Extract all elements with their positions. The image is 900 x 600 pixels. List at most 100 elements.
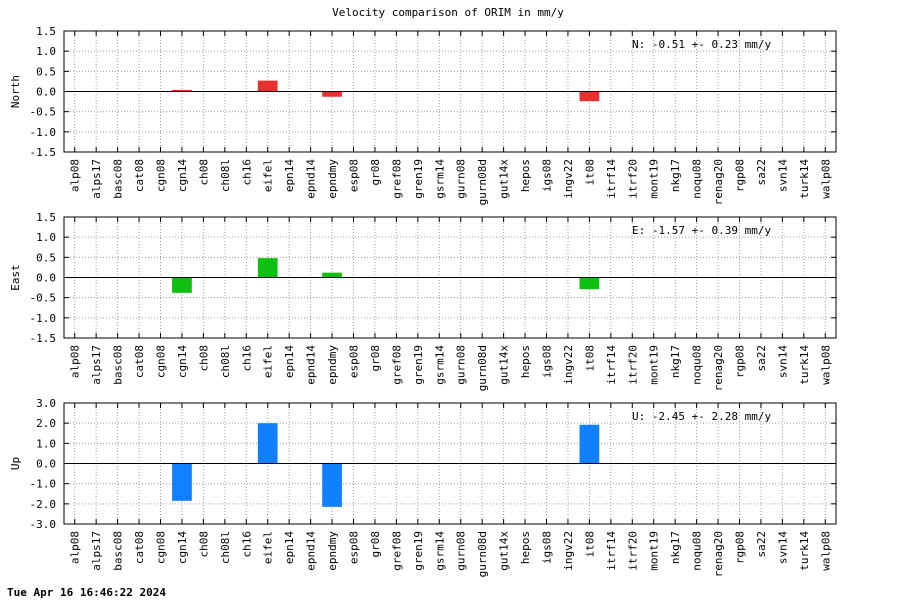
bar-eifel (257, 423, 278, 464)
y-tick-label: 0.0 (36, 272, 56, 285)
x-tick-label: nkg17 (669, 159, 682, 192)
x-tick-label: epnd14 (305, 345, 318, 385)
y-axis-label: North (9, 75, 22, 108)
x-tick-label: ch08 (197, 345, 210, 372)
x-tick-label: ch16 (240, 345, 253, 372)
x-tick-label: svn14 (776, 345, 789, 378)
x-tick-label: noqu08 (691, 159, 704, 199)
x-tick-label: gren19 (412, 531, 425, 571)
y-tick-label: -0.5 (30, 292, 57, 305)
x-tick-label: eifel (262, 345, 275, 378)
x-tick-label: hepos (519, 531, 532, 564)
x-tick-label: cgn08 (155, 345, 168, 378)
y-tick-label: -1.5 (30, 146, 57, 159)
x-tick-label: itrf14 (605, 531, 618, 571)
x-tick-label: sa22 (755, 531, 768, 558)
x-tick-label: walp08 (819, 531, 832, 571)
x-tick-label: hepos (519, 345, 532, 378)
x-tick-label: itrf20 (626, 159, 639, 199)
y-tick-label: 2.0 (36, 417, 56, 430)
x-tick-label: sa22 (755, 345, 768, 372)
bar-it08 (579, 277, 600, 290)
x-tick-label: basc08 (112, 531, 125, 571)
x-tick-label: ingv22 (562, 345, 575, 385)
x-tick-label: it08 (583, 531, 596, 558)
x-tick-label: ch16 (240, 531, 253, 558)
x-tick-label: gref08 (390, 159, 403, 199)
bar-epndmy (322, 463, 342, 507)
y-tick-label: 1.0 (36, 437, 56, 450)
y-tick-label: -2.0 (30, 498, 57, 511)
y-tick-label: 3.0 (36, 397, 56, 410)
x-tick-label: epnd14 (305, 159, 318, 199)
x-tick-label: nkg17 (669, 345, 682, 378)
x-tick-label: basc08 (112, 159, 125, 199)
x-tick-label: it08 (583, 159, 596, 186)
x-tick-label: itrf14 (605, 345, 618, 385)
x-tick-label: gsrm14 (433, 345, 446, 385)
x-tick-label: renag20 (712, 531, 725, 577)
x-tick-label: noqu08 (691, 345, 704, 385)
x-tick-label: svn14 (776, 159, 789, 192)
x-tick-label: eifel (262, 159, 275, 192)
bar-cgn14 (172, 89, 192, 92)
y-tick-label: -1.0 (30, 126, 57, 139)
x-tick-label: ch08l (219, 345, 232, 378)
x-tick-label: gut14x (498, 345, 511, 385)
y-tick-label: -0.5 (30, 106, 57, 119)
x-tick-label: alps17 (90, 345, 103, 385)
x-tick-label: nkg17 (669, 531, 682, 564)
x-tick-label: gurn08 (455, 159, 468, 199)
stat-annotation: U: -2.45 +- 2.28 mm/y (632, 410, 771, 423)
x-tick-label: ch08l (219, 531, 232, 564)
bar-eifel (257, 80, 278, 92)
x-tick-label: rgp08 (734, 159, 747, 192)
x-tick-label: alp08 (69, 531, 82, 564)
y-tick-label: 1.0 (36, 45, 56, 58)
stat-annotation: N: -0.51 +- 0.23 mm/y (632, 38, 771, 51)
y-tick-label: 0.0 (36, 86, 56, 99)
plot-frame (63, 30, 837, 153)
panel-north: 1.5 1.0 0.5 0.0 -0.5 -1.0 -1.5 alp08 alps17 basc0… (9, 25, 837, 205)
x-tick-label: cgn14 (176, 159, 189, 192)
x-tick-label: alp08 (69, 345, 82, 378)
y-axis-label: East (9, 264, 22, 291)
x-tick-label: esp08 (348, 159, 361, 192)
x-tick-label: gurn08d (476, 159, 489, 205)
x-tick-label: ingv22 (562, 159, 575, 199)
x-tick-label: epnd14 (305, 531, 318, 571)
x-tick-label: mont19 (648, 531, 661, 571)
bar-it08 (579, 91, 600, 102)
stat-annotation: E: -1.57 +- 0.39 mm/y (632, 224, 771, 237)
x-tick-label: renag20 (712, 159, 725, 205)
x-tick-label: eifel (262, 531, 275, 564)
bar-eifel (257, 258, 278, 278)
x-tick-label: walp08 (819, 345, 832, 385)
y-tick-label: 1.5 (36, 25, 56, 38)
x-tick-label: alp08 (69, 159, 82, 192)
x-tick-label: turk14 (798, 345, 811, 385)
panel-east: 1.5 1.0 0.5 0.0 -0.5 -1.0 -1.5 alp08 alps17 basc0… (9, 211, 837, 391)
x-tick-label: gr08 (369, 345, 382, 372)
y-tick-label: -3.0 (30, 518, 57, 531)
x-tick-label: igs08 (541, 159, 554, 192)
x-tick-label: ingv22 (562, 531, 575, 571)
bar-cgn14 (172, 277, 192, 293)
x-tick-label: cat08 (133, 159, 146, 192)
x-tick-label: esp08 (348, 345, 361, 378)
plot-frame (63, 402, 837, 525)
x-tick-label: igs08 (541, 531, 554, 564)
x-tick-label: walp08 (819, 159, 832, 199)
chart-title: Velocity comparison of ORIM in mm/y (332, 6, 564, 19)
x-tick-label: svn14 (776, 531, 789, 564)
x-tick-label: gurn08d (476, 345, 489, 391)
x-tick-label: noqu08 (691, 531, 704, 571)
x-tick-label: epndmy (326, 531, 339, 571)
x-tick-label: sa22 (755, 159, 768, 186)
x-tick-label: gref08 (390, 531, 403, 571)
x-tick-label: turk14 (798, 159, 811, 199)
x-tick-label: mont19 (648, 345, 661, 385)
x-tick-label: cat08 (133, 345, 146, 378)
x-tick-label: gr08 (369, 159, 382, 186)
x-tick-label: itrf20 (626, 531, 639, 571)
